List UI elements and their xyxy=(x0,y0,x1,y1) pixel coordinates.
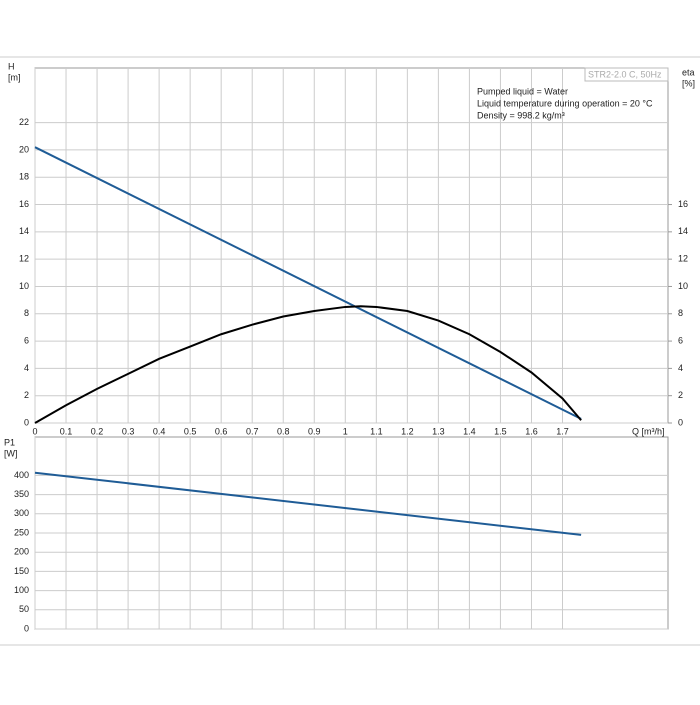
x-tick-label: 0.6 xyxy=(215,426,228,436)
annotation: Density = 998.2 kg/m³ xyxy=(477,110,565,120)
x-tick-label: 1.5 xyxy=(494,426,507,436)
y-tick-label: 100 xyxy=(14,585,29,595)
plot-area xyxy=(34,67,669,424)
y-tick-label: 2 xyxy=(24,390,29,400)
y-tick-label: 400 xyxy=(14,470,29,480)
y-tick-label: 0 xyxy=(24,417,29,427)
y-axis-label: H xyxy=(8,61,15,71)
curve xyxy=(34,305,582,424)
y2-tick-label: 8 xyxy=(678,308,683,318)
y-tick-label: 300 xyxy=(14,508,29,518)
y2-tick-label: 0 xyxy=(678,417,683,427)
x-axis-label: Q [m³/h] xyxy=(632,426,665,436)
x-tick-label: 1.1 xyxy=(370,426,383,436)
x-tick-label: 1.7 xyxy=(556,426,569,436)
y-tick-label: 12 xyxy=(19,254,29,264)
x-tick-label: 1.6 xyxy=(525,426,538,436)
y-axis-label: P1 xyxy=(4,437,15,447)
y-tick-label: 50 xyxy=(19,604,29,614)
x-tick-label: 1.3 xyxy=(432,426,445,436)
y-axis-label: [W] xyxy=(4,448,18,458)
x-tick-label: 0.1 xyxy=(60,426,73,436)
model-label: STR2-2.0 C, 50Hz xyxy=(588,69,662,79)
y-tick-label: 350 xyxy=(14,489,29,499)
x-tick-label: 0.9 xyxy=(308,426,321,436)
x-tick-label: 0.5 xyxy=(184,426,197,436)
y2-axis-label: eta xyxy=(682,67,695,77)
y2-tick-label: 12 xyxy=(678,254,688,264)
x-tick-label: 1.4 xyxy=(463,426,476,436)
y-tick-label: 16 xyxy=(19,199,29,209)
annotation: Liquid temperature during operation = 20… xyxy=(477,98,653,108)
y-tick-label: 20 xyxy=(19,144,29,154)
x-tick-label: 0.3 xyxy=(122,426,135,436)
y2-tick-label: 4 xyxy=(678,363,683,373)
x-tick-label: 0.4 xyxy=(153,426,166,436)
y-axis-label: [m] xyxy=(8,72,21,82)
y-tick-label: 150 xyxy=(14,566,29,576)
x-tick-label: 1.2 xyxy=(401,426,414,436)
y-tick-label: 18 xyxy=(19,172,29,182)
model-box xyxy=(584,67,669,82)
y2-tick-label: 6 xyxy=(678,335,683,345)
curve xyxy=(34,146,582,420)
y2-tick-label: 2 xyxy=(678,390,683,400)
x-tick-label: 0.7 xyxy=(246,426,259,436)
y-tick-label: 0 xyxy=(24,623,29,633)
y2-axis-label: [%] xyxy=(682,78,695,88)
annotation: Pumped liquid = Water xyxy=(477,86,568,96)
y2-tick-label: 16 xyxy=(678,199,688,209)
x-tick-label: 1 xyxy=(343,426,348,436)
y-tick-label: 250 xyxy=(14,527,29,537)
y-tick-label: 14 xyxy=(19,226,29,236)
y-tick-label: 10 xyxy=(19,281,29,291)
y2-tick-label: 10 xyxy=(678,281,688,291)
y-tick-label: 6 xyxy=(24,335,29,345)
y2-tick-label: 14 xyxy=(678,226,688,236)
y-tick-label: 200 xyxy=(14,547,29,557)
x-tick-label: 0.2 xyxy=(91,426,104,436)
y-tick-label: 4 xyxy=(24,363,29,373)
x-tick-label: 0.8 xyxy=(277,426,290,436)
y-tick-label: 8 xyxy=(24,308,29,318)
x-tick-label: 0 xyxy=(32,426,37,436)
y-tick-label: 22 xyxy=(19,117,29,127)
curve xyxy=(34,471,582,536)
